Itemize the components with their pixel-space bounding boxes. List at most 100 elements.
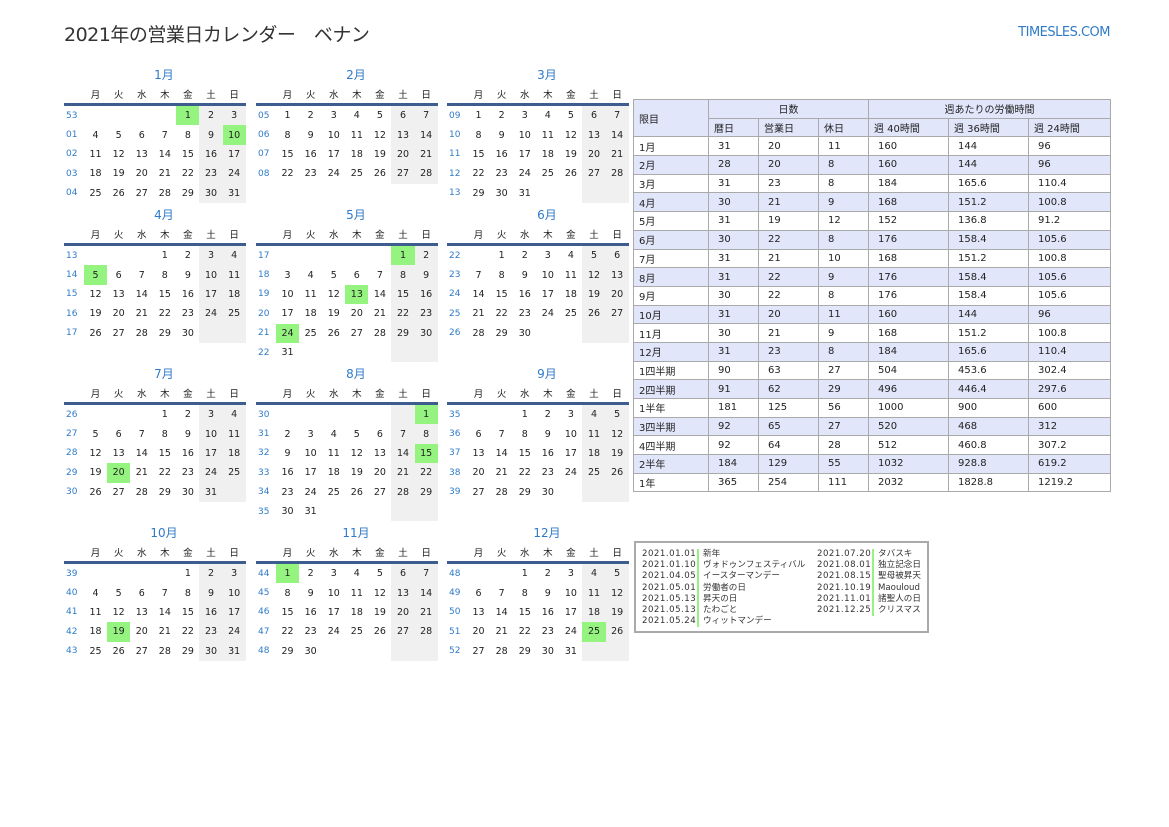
day-cell: 3 xyxy=(222,564,246,584)
day-cell: 2 xyxy=(307,568,314,580)
day-cell: 30 xyxy=(281,506,294,518)
value-cell: 31 xyxy=(708,136,759,157)
value-cell: 111 xyxy=(818,472,869,493)
weekday-label: 日 xyxy=(229,388,239,400)
week-number: 35 xyxy=(258,506,270,517)
week-number: 09 xyxy=(449,110,461,121)
value-cell: 460.8 xyxy=(948,435,1029,456)
week-row: 17 26 27 28 29 30 xyxy=(64,323,246,343)
day-cell: 11 xyxy=(582,424,606,444)
day-cell: 18 xyxy=(350,606,363,618)
day-cell: 20 xyxy=(472,467,485,479)
day-cell: 15 xyxy=(495,288,508,300)
value-cell: 11 xyxy=(818,136,869,157)
week-row: 07 15 16 17 18 19 20 21 xyxy=(256,144,438,165)
week-number: 22 xyxy=(258,347,270,358)
day-cell: 16 xyxy=(414,284,438,305)
day-cell: 14 xyxy=(158,606,171,618)
week-row: 39 1 2 3 xyxy=(64,564,246,584)
empty-cell xyxy=(414,641,438,661)
value-cell: 165.6 xyxy=(948,173,1029,194)
day-cell: 21 xyxy=(391,463,415,483)
value-cell: 307.2 xyxy=(1028,435,1111,456)
weekday-header: 月火水 木 金 土 日 xyxy=(64,542,246,564)
holiday-item: 2021.07.20 タバスキ xyxy=(817,549,921,561)
value-cell: 9 xyxy=(818,267,869,287)
weekday-label: 日 xyxy=(421,388,431,400)
day-cell: 1 xyxy=(475,110,482,122)
holiday-item: 2021.11.01 諸聖人の日 xyxy=(817,593,921,605)
holiday-day-cell: 15 xyxy=(414,443,438,464)
day-cell: 5 xyxy=(567,110,574,122)
weekday-label: 金 xyxy=(375,547,385,559)
weekday-label: 日 xyxy=(229,547,239,559)
week-row: 13 1 2 3 4 xyxy=(64,246,246,266)
week-number: 23 xyxy=(449,270,461,281)
day-cell: 26 xyxy=(89,327,102,339)
month-title: 12月 xyxy=(533,526,561,540)
value-cell: 96 xyxy=(1028,136,1111,157)
value-cell: 110.4 xyxy=(1028,341,1111,362)
empty-cell xyxy=(299,343,322,362)
day-cell: 8 xyxy=(184,587,191,599)
week-row: 09 1 2 3 4 5 6 7 xyxy=(447,106,629,126)
day-cell: 20 xyxy=(350,308,363,320)
day-cell: 27 xyxy=(350,327,363,339)
value-cell: 446.4 xyxy=(948,379,1029,399)
day-cell: 17 xyxy=(518,148,531,160)
weekday-label: 金 xyxy=(566,547,576,559)
day-cell: 7 xyxy=(414,564,438,584)
day-cell: 19 xyxy=(89,467,102,479)
day-cell: 3 xyxy=(330,568,337,580)
day-cell: 12 xyxy=(89,447,102,459)
day-cell: 10 xyxy=(541,269,554,281)
value-cell: 55 xyxy=(818,454,869,474)
value-cell: 254 xyxy=(758,472,819,493)
value-cell: 28 xyxy=(708,155,759,175)
value-cell: 27 xyxy=(818,416,869,437)
holiday-date: 2021.04.05 xyxy=(642,571,699,583)
value-cell: 165.6 xyxy=(948,341,1029,362)
day-cell: 19 xyxy=(605,443,629,464)
day-cell: 16 xyxy=(541,606,554,618)
day-cell: 23 xyxy=(304,626,317,638)
empty-cell xyxy=(222,323,246,343)
week-row: 25 21 22 23 24 25 26 27 xyxy=(447,304,629,324)
site-logo-link[interactable]: TIMESLES.COM xyxy=(1018,25,1110,40)
empty-cell xyxy=(605,641,629,661)
day-cell: 24 xyxy=(304,486,317,498)
day-cell: 22 xyxy=(472,168,485,180)
table-row: 7月 31 21 10 168 151.2 100.8 xyxy=(633,248,1111,269)
day-cell: 3 xyxy=(199,246,223,266)
day-cell: 20 xyxy=(472,626,485,638)
day-cell: 16 xyxy=(181,288,194,300)
header-hours: 週あたりの労働時間 xyxy=(868,99,1111,119)
day-cell: 5 xyxy=(605,405,629,425)
holiday-date: 2021.01.10 xyxy=(642,560,699,572)
empty-cell xyxy=(490,564,513,583)
value-cell: 21 xyxy=(758,248,819,269)
weekday-label: 金 xyxy=(566,89,576,101)
day-cell: 22 xyxy=(391,304,415,324)
month-title: 11月 xyxy=(342,526,370,540)
value-cell: 63 xyxy=(758,360,819,381)
day-cell: 23 xyxy=(199,622,223,642)
weekday-header: 月火水 木 金 土 日 xyxy=(256,84,438,106)
empty-cell xyxy=(107,405,130,424)
week-row: 42 18 19 20 21 22 23 24 xyxy=(64,622,246,642)
holiday-day-cell: 1 xyxy=(276,564,300,584)
weekday-label: 土 xyxy=(206,547,216,559)
empty-cell xyxy=(536,324,559,343)
weekday-label: 火 xyxy=(113,388,124,400)
empty-cell xyxy=(582,641,606,661)
holiday-date: 2021.11.01 xyxy=(817,593,874,605)
day-cell: 20 xyxy=(391,602,415,623)
day-cell: 14 xyxy=(391,443,415,464)
day-cell: 28 xyxy=(472,327,485,339)
week-row: 49 6 7 8 9 10 11 12 xyxy=(447,583,629,603)
empty-cell xyxy=(559,483,582,502)
day-cell: 13 xyxy=(373,447,386,459)
day-cell: 22 xyxy=(181,626,194,638)
period-cell: 11月 xyxy=(633,323,709,343)
period-cell: 1年 xyxy=(633,472,709,493)
